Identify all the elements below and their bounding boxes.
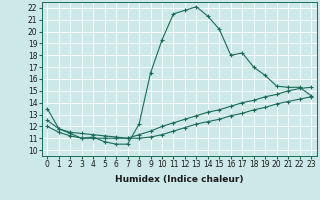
X-axis label: Humidex (Indice chaleur): Humidex (Indice chaleur) xyxy=(115,175,244,184)
